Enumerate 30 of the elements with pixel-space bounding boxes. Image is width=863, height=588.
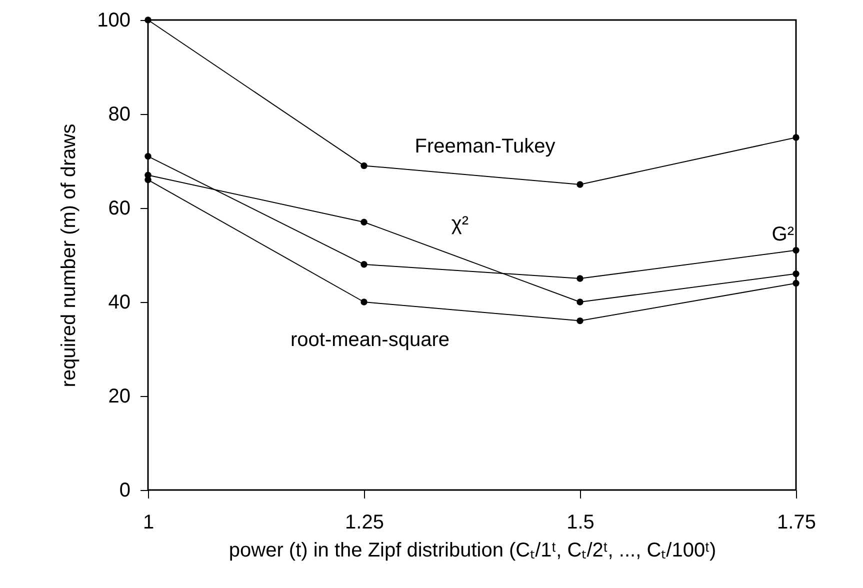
- point: [792, 270, 800, 278]
- y-tick-label: 60: [108, 198, 130, 220]
- point: [360, 261, 368, 268]
- point: [576, 181, 584, 188]
- y-tick-label: 40: [108, 292, 130, 314]
- y-tick-label: 20: [108, 386, 130, 408]
- series-label: χ²: [451, 213, 469, 236]
- point: [576, 317, 584, 324]
- series-label: root-mean-square: [290, 328, 450, 351]
- point: [792, 134, 800, 141]
- series-label: Freeman-Tukey: [414, 136, 556, 158]
- x-tick-label: 1.25: [345, 512, 384, 534]
- point: [360, 298, 368, 306]
- point: [576, 275, 584, 282]
- point: [576, 298, 584, 306]
- y-axis-title: required number (m) of draws: [58, 124, 80, 388]
- series-label: G²: [772, 223, 794, 246]
- point: [360, 162, 368, 170]
- y-tick-label: 100: [97, 10, 130, 32]
- x-axis-title: power (t) in the Zipf distribution (Cₜ/1ᵗ, Cₜ/2ᵗ, ..., Cₜ/100ᵗ): [228, 540, 716, 562]
- x-tick-label: 1: [142, 512, 154, 534]
- y-tick-label: 80: [108, 104, 130, 126]
- y-tick-label: 0: [119, 480, 130, 502]
- point: [792, 246, 800, 254]
- point: [144, 152, 152, 160]
- point: [144, 16, 152, 24]
- point: [360, 218, 368, 226]
- x-tick-label: 1.75: [777, 512, 816, 534]
- x-tick-label: 1.5: [566, 512, 594, 534]
- point: [792, 280, 800, 287]
